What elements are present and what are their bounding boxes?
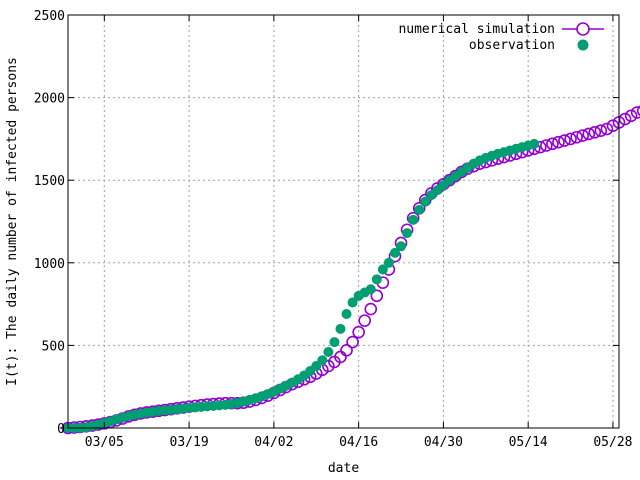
y-axis-label: I(t): The daily number of infected perso…: [5, 57, 20, 386]
observation-series: [63, 138, 540, 433]
data-point: [636, 105, 640, 117]
data-point: [606, 119, 620, 132]
y-tick-label: 1000: [34, 257, 65, 272]
data-point: [558, 134, 571, 147]
data-point: [317, 355, 328, 366]
data-point: [576, 129, 589, 142]
plot-frame: [67, 14, 620, 429]
series-layer: [61, 105, 640, 435]
y-tick-label: 1500: [34, 174, 65, 189]
data-point: [341, 309, 352, 320]
y-tick-label: 2500: [34, 9, 65, 24]
data-point: [377, 264, 388, 275]
data-point: [329, 337, 340, 348]
data-point: [323, 347, 334, 358]
data-point: [335, 323, 346, 334]
data-point: [594, 124, 608, 137]
legend-marker: [576, 22, 590, 36]
data-point: [588, 125, 602, 139]
data-point: [347, 297, 358, 308]
data-point: [624, 109, 638, 123]
data-point: [346, 335, 359, 349]
data-point: [600, 122, 614, 136]
x-tick-label: 04/16: [339, 435, 378, 450]
data-point: [365, 284, 376, 295]
grid: [68, 15, 619, 428]
legend-label: observation: [469, 38, 555, 53]
data-point: [630, 106, 640, 119]
x-axis-label: date: [328, 461, 359, 476]
data-point: [546, 137, 559, 151]
data-point: [540, 139, 553, 152]
data-point: [420, 196, 431, 207]
y-tick-label: 2000: [34, 92, 65, 107]
data-point: [389, 247, 400, 258]
data-point: [370, 289, 384, 303]
x-tick-label: 04/30: [424, 435, 463, 450]
data-point: [552, 135, 565, 149]
data-point: [402, 228, 413, 239]
data-point: [396, 241, 407, 252]
data-point: [618, 112, 632, 126]
axis-ticks: 0 500 1000 1500 2000 2500 03/05 03/19 04/02 04/16…: [34, 9, 633, 450]
data-point: [582, 127, 596, 141]
data-point: [414, 204, 425, 215]
y-tick-label: 0: [57, 422, 65, 437]
data-point: [564, 132, 577, 146]
legend-marker: [577, 39, 589, 51]
data-point: [570, 130, 583, 144]
x-tick-label: 05/14: [509, 435, 548, 450]
data-point: [358, 314, 371, 327]
x-tick-label: 05/28: [593, 435, 632, 450]
x-tick-label: 03/05: [85, 435, 124, 450]
x-tick-label: 03/19: [170, 435, 209, 450]
data-point: [408, 214, 419, 225]
data-point: [364, 302, 378, 316]
data-point: [340, 344, 353, 357]
legend-label: numerical simulation: [398, 22, 555, 37]
y-tick-label: 500: [42, 339, 65, 354]
x-tick-label: 04/02: [254, 435, 293, 450]
data-point: [371, 274, 382, 285]
data-point: [529, 138, 540, 149]
data-point: [383, 257, 394, 268]
data-point: [352, 325, 365, 339]
